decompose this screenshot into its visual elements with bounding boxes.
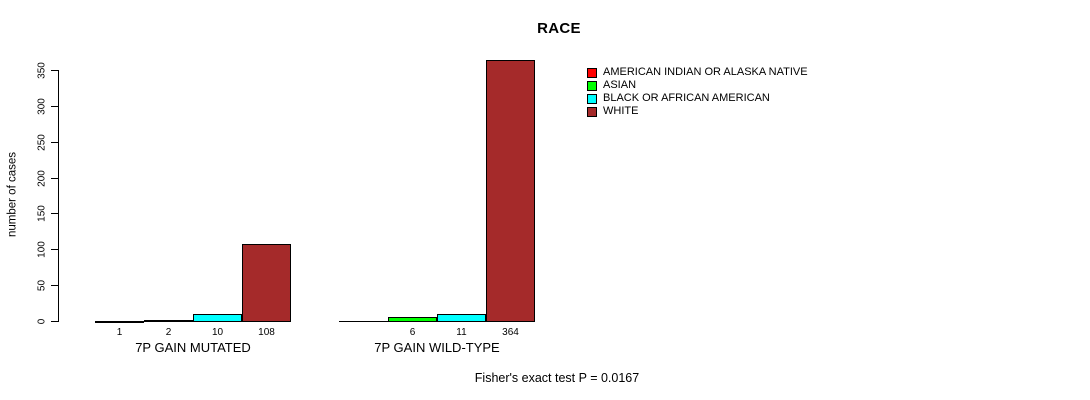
y-axis-tick-label: 250 — [36, 134, 48, 151]
y-axis-tick — [51, 285, 58, 286]
legend-label: WHITE — [603, 105, 639, 117]
bar-value-label: 10 — [211, 327, 224, 338]
legend: AMERICAN INDIAN OR ALASKA NATIVE ASIAN BLA… — [587, 66, 808, 118]
y-axis-tick — [51, 249, 58, 250]
bar — [242, 244, 291, 322]
legend-swatch — [587, 106, 597, 117]
bar — [95, 321, 144, 323]
y-axis-tick — [51, 321, 58, 322]
legend-label: BLACK OR AFRICAN AMERICAN — [603, 92, 770, 104]
legend-label: ASIAN — [603, 79, 637, 91]
legend-label: AMERICAN INDIAN OR ALASKA NATIVE — [603, 66, 808, 78]
y-axis-tick-label: 150 — [36, 205, 48, 222]
x-axis-category-label: 7P GAIN MUTATED — [135, 340, 251, 355]
footnote-fishers-test: Fisher's exact test P = 0.0167 — [474, 371, 640, 385]
y-axis-tick — [51, 178, 58, 179]
bar — [144, 320, 193, 322]
bar — [486, 60, 535, 322]
y-axis-tick-label: 100 — [36, 241, 48, 258]
legend-item: ASIAN — [587, 79, 808, 92]
y-axis-tick-label: 300 — [36, 98, 48, 115]
y-axis-tick — [51, 70, 58, 71]
bar — [437, 314, 486, 322]
legend-item: AMERICAN INDIAN OR ALASKA NATIVE — [587, 66, 808, 79]
chart-title: RACE — [537, 20, 581, 37]
y-axis-tick-label: 0 — [36, 318, 48, 325]
x-axis-category-label: 7P GAIN WILD-TYPE — [374, 340, 500, 355]
y-axis-tick-label: 350 — [36, 62, 48, 79]
legend-swatch — [587, 80, 597, 91]
bar-value-label: 6 — [409, 327, 416, 338]
bar — [193, 314, 242, 322]
legend-swatch — [587, 67, 597, 78]
legend-item: WHITE — [587, 105, 808, 118]
legend-swatch — [587, 93, 597, 104]
bar-value-label: 11 — [456, 327, 467, 338]
y-axis-tick — [51, 142, 58, 143]
bar-value-label: 108 — [258, 327, 275, 338]
y-axis-line — [58, 70, 59, 322]
y-axis-tick — [51, 213, 58, 214]
bar-value-label: 2 — [165, 327, 172, 338]
y-axis-tick-label: 200 — [36, 170, 48, 187]
y-axis-tick — [51, 106, 58, 107]
bar — [388, 317, 437, 322]
legend-item: BLACK OR AFRICAN AMERICAN — [587, 92, 808, 105]
bar-value-label: 364 — [502, 327, 519, 338]
y-axis-tick-label: 50 — [36, 279, 48, 292]
bar-value-label: 1 — [116, 327, 123, 338]
